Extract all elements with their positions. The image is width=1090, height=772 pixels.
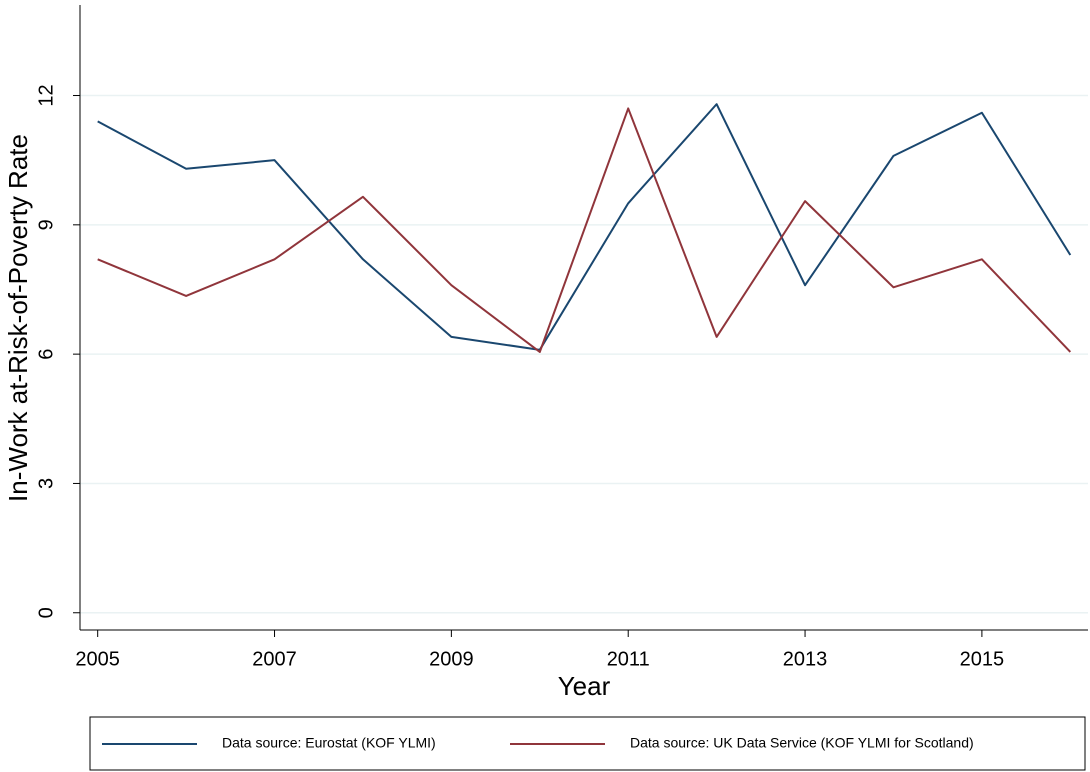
y-tick-label: 12 (35, 84, 57, 106)
y-tick-label: 9 (35, 219, 57, 230)
x-tick-label: 2009 (429, 648, 474, 670)
y-tick-label: 6 (35, 349, 57, 360)
legend-label: Data source: UK Data Service (KOF YLMI f… (630, 735, 974, 751)
x-tick-label: 2005 (75, 648, 120, 670)
legend-label: Data source: Eurostat (KOF YLMI) (222, 735, 436, 751)
x-tick-label: 2007 (252, 648, 297, 670)
y-tick-label: 0 (35, 607, 57, 618)
legend-box (89, 716, 1086, 771)
x-tick-label: 2011 (607, 648, 650, 670)
x-tick-label: 2013 (783, 648, 828, 670)
series-line (97, 107, 1072, 353)
x-tick-label: 2015 (960, 648, 1005, 670)
series-line (97, 103, 1072, 351)
y-axis-title: In-Work at-Risk-of-Poverty Rate (3, 134, 33, 502)
x-axis-title: Year (558, 671, 611, 701)
y-tick-label: 3 (35, 478, 57, 489)
